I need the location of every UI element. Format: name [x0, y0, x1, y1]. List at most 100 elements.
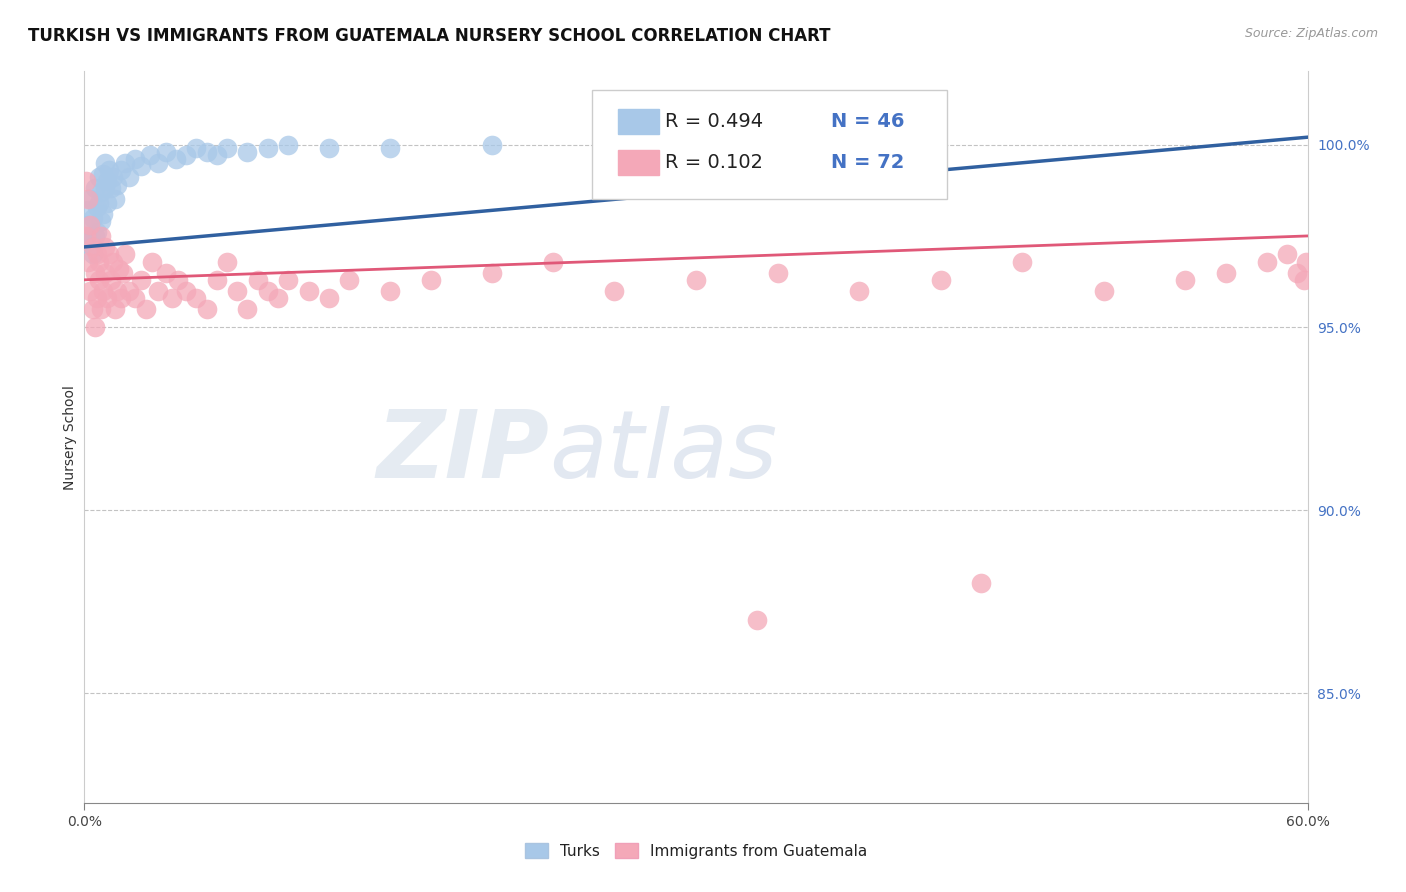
Point — [146, 284, 169, 298]
Point — [124, 291, 146, 305]
Point — [257, 141, 280, 155]
Point — [380, 141, 402, 155]
Point — [87, 170, 110, 185]
Point — [83, 320, 105, 334]
Point — [118, 284, 141, 298]
Point — [236, 301, 259, 317]
Point — [90, 214, 112, 228]
Point — [380, 284, 402, 298]
Point — [1092, 284, 1115, 298]
Point — [77, 203, 100, 218]
FancyBboxPatch shape — [617, 151, 659, 175]
Point — [97, 247, 120, 261]
Text: atlas: atlas — [550, 406, 778, 497]
Point — [1292, 273, 1315, 287]
Point — [100, 273, 122, 287]
Point — [75, 174, 97, 188]
Point — [90, 228, 112, 243]
Y-axis label: Nursery School: Nursery School — [63, 384, 77, 490]
Point — [1286, 265, 1309, 279]
Point — [195, 301, 218, 317]
Point — [96, 174, 118, 188]
Point — [114, 155, 136, 169]
FancyBboxPatch shape — [592, 90, 946, 200]
Point — [929, 273, 952, 287]
Point — [970, 576, 993, 591]
Text: R = 0.494: R = 0.494 — [665, 112, 763, 130]
Point — [118, 170, 141, 185]
Point — [267, 291, 290, 305]
Point — [226, 284, 249, 298]
Point — [135, 301, 157, 317]
Text: TURKISH VS IMMIGRANTS FROM GUATEMALA NURSERY SCHOOL CORRELATION CHART: TURKISH VS IMMIGRANTS FROM GUATEMALA NUR… — [28, 27, 831, 45]
Point — [298, 284, 321, 298]
Point — [1011, 254, 1033, 268]
Point — [90, 185, 112, 199]
Point — [146, 155, 169, 169]
Point — [155, 145, 177, 159]
Point — [1277, 247, 1299, 261]
Point — [236, 145, 259, 159]
Point — [186, 291, 208, 305]
Point — [257, 284, 280, 298]
Point — [205, 273, 228, 287]
Point — [83, 265, 105, 279]
Point — [93, 155, 115, 169]
Point — [420, 273, 443, 287]
Point — [186, 141, 208, 155]
Point — [75, 228, 97, 243]
Point — [91, 207, 114, 221]
FancyBboxPatch shape — [617, 109, 659, 134]
Point — [100, 181, 122, 195]
Point — [848, 284, 870, 298]
Point — [86, 225, 108, 239]
Point — [77, 193, 100, 207]
Point — [747, 613, 769, 627]
Text: Source: ZipAtlas.com: Source: ZipAtlas.com — [1244, 27, 1378, 40]
Point — [82, 301, 104, 317]
Point — [165, 152, 187, 166]
Point — [93, 181, 115, 195]
Point — [141, 254, 163, 268]
Point — [124, 152, 146, 166]
Point — [174, 284, 197, 298]
Text: R = 0.102: R = 0.102 — [665, 153, 763, 172]
Point — [86, 291, 108, 305]
Point — [104, 193, 127, 207]
Point — [79, 228, 101, 243]
Point — [217, 141, 239, 155]
Point — [93, 265, 115, 279]
Point — [91, 167, 114, 181]
Point — [112, 265, 135, 279]
Point — [77, 218, 100, 232]
Point — [79, 218, 101, 232]
Point — [110, 163, 132, 178]
Point — [1256, 254, 1278, 268]
Point — [108, 261, 131, 276]
Point — [91, 284, 114, 298]
Point — [481, 137, 503, 152]
Point — [86, 247, 108, 261]
Point — [766, 265, 789, 279]
Point — [543, 254, 565, 268]
Point — [97, 163, 120, 178]
Point — [1174, 273, 1197, 287]
Point — [83, 181, 105, 195]
Point — [87, 273, 110, 287]
Legend: Turks, Immigrants from Guatemala: Turks, Immigrants from Guatemala — [519, 837, 873, 864]
Point — [75, 236, 97, 251]
Point — [110, 291, 132, 305]
Point — [82, 247, 104, 261]
Point — [90, 301, 112, 317]
Point — [174, 148, 197, 162]
Point — [318, 141, 340, 155]
Point — [131, 273, 153, 287]
Point — [685, 273, 707, 287]
Point — [195, 145, 218, 159]
Point — [83, 228, 105, 243]
Point — [93, 240, 115, 254]
Point — [114, 247, 136, 261]
Point — [246, 273, 269, 287]
Point — [167, 273, 190, 287]
Point — [105, 284, 128, 298]
